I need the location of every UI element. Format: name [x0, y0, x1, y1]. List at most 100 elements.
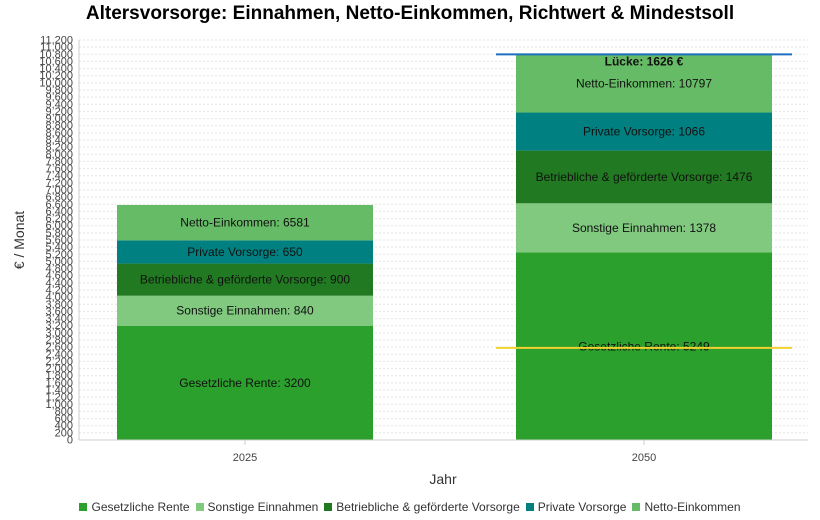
y-tick-label: 10,200	[39, 70, 73, 82]
y-tick-label: 2,400	[45, 349, 73, 361]
y-tick-label: 200	[55, 427, 73, 439]
legend: Gesetzliche Rente Sonstige Einnahmen Betri…	[0, 500, 820, 514]
y-tick-label: 3,200	[45, 320, 73, 332]
x-tick-label: 2025	[233, 452, 257, 464]
bar-segments	[117, 54, 772, 440]
segment-label: Private Vorsorge: 650	[187, 245, 303, 259]
legend-item: Private Vorsorge	[525, 500, 627, 514]
y-tick-label: 9,400	[45, 99, 73, 111]
y-tick-label: 8,600	[45, 127, 73, 139]
y-tick-label: 3,600	[45, 306, 73, 318]
y-tick-label: 1,200	[45, 392, 73, 404]
y-tick-label: 10,000	[39, 77, 73, 89]
y-tick-labels: 02004006008001,0001,2001,4001,6001,8002,…	[39, 35, 73, 447]
segment-label: Netto-Einkommen: 6581	[180, 216, 310, 230]
y-tick-label: 7,400	[45, 170, 73, 182]
bar-segment	[117, 263, 373, 296]
y-tick-label: 7,000	[45, 185, 73, 197]
y-tick-label: 5,000	[45, 256, 73, 268]
legend-label: Private Vorsorge	[537, 500, 627, 514]
segment-label: Private Vorsorge: 1066	[583, 125, 705, 139]
y-tick-label: 7,800	[45, 156, 73, 168]
y-tick-label: 8,000	[45, 149, 73, 161]
y-tick-label: 10,600	[39, 56, 73, 68]
stacked-bar-chart: Gesetzliche Rente: 3200 Sonstige Einnahme…	[11, 35, 808, 487]
bar-segment	[516, 252, 772, 440]
y-tick-label: 4,400	[45, 277, 73, 289]
segment-labels: Gesetzliche Rente: 3200 Sonstige Einnahme…	[140, 54, 753, 389]
y-tick-label: 600	[55, 413, 73, 425]
y-tick-label: 5,200	[45, 249, 73, 261]
x-tick-label: 2050	[632, 452, 656, 464]
y-tick-label: 3,000	[45, 327, 73, 339]
legend-item: Gesetzliche Rente	[79, 500, 190, 514]
legend-swatch	[525, 503, 534, 511]
y-tick-label: 3,400	[45, 313, 73, 325]
y-tick-label: 1,000	[45, 399, 73, 411]
y-tick-label: 8,400	[45, 135, 73, 147]
y-tick-label: 1,600	[45, 377, 73, 389]
gap-annotation: Lücke: 1626 €	[605, 54, 684, 68]
y-tick-label: 2,600	[45, 342, 73, 354]
y-tick-label: 8,800	[45, 120, 73, 132]
y-tick-label: 10,800	[39, 49, 73, 61]
y-tick-label: 4,600	[45, 270, 73, 282]
y-tick-label: 3,800	[45, 299, 73, 311]
y-tick-label: 6,000	[45, 220, 73, 232]
y-tick-label: 5,800	[45, 227, 73, 239]
y-tick-label: 9,000	[45, 113, 73, 125]
bar-segment	[117, 204, 373, 241]
segment-label: Sonstige Einnahmen: 840	[176, 304, 314, 318]
segment-label: Gesetzliche Rente: 5249	[578, 339, 710, 353]
y-tick-label: 9,800	[45, 85, 73, 97]
y-tick-label: 6,600	[45, 199, 73, 211]
y-tick-label: 2,800	[45, 335, 73, 347]
legend-label: Gesetzliche Rente	[91, 500, 190, 514]
y-tick-label: 6,800	[45, 192, 73, 204]
legend-swatch	[632, 503, 641, 511]
bar-segment	[516, 54, 772, 113]
bar-segment	[516, 150, 772, 204]
y-tick-label: 4,200	[45, 285, 73, 297]
y-tick-label: 4,000	[45, 292, 73, 304]
legend-item: Betriebliche & geförderte Vorsorge	[324, 500, 520, 514]
x-axis-label: Jahr	[429, 471, 457, 487]
legend-swatch	[79, 503, 88, 511]
reference-lines	[496, 53, 792, 349]
legend-swatch	[324, 503, 333, 511]
y-tick-label: 9,600	[45, 92, 73, 104]
segment-label: Betriebliche & geförderte Vorsorge: 1476	[536, 170, 753, 184]
y-tick-label: 2,000	[45, 363, 73, 375]
legend-swatch	[195, 503, 204, 511]
bar-segment	[516, 112, 772, 151]
bar-segment	[117, 240, 373, 264]
y-tick-label: 5,600	[45, 235, 73, 247]
y-tick-label: 6,200	[45, 213, 73, 225]
segment-label: Betriebliche & geförderte Vorsorge: 900	[140, 273, 350, 287]
y-tick-label: 11,200	[40, 35, 73, 47]
y-tick-label: 9,200	[45, 106, 73, 118]
legend-label: Betriebliche & geförderte Vorsorge	[336, 500, 520, 514]
x-tick-labels: 2025 2050	[233, 440, 656, 464]
y-tick-label: 2,200	[45, 356, 73, 368]
axes	[78, 40, 808, 441]
segment-label: Netto-Einkommen: 10797	[576, 76, 712, 90]
y-tick-label: 10,400	[39, 63, 73, 75]
y-tick-label: 7,600	[45, 163, 73, 175]
y-tick-label: 8,200	[45, 142, 73, 154]
y-tick-label: 11,000	[40, 42, 73, 54]
y-tick-label: 400	[55, 420, 73, 432]
legend-item: Netto-Einkommen	[632, 500, 741, 514]
legend-item: Sonstige Einnahmen	[195, 500, 318, 514]
y-tick-label: 1,400	[45, 385, 73, 397]
bar-segment	[117, 295, 373, 326]
chart-title: Altersvorsorge: Einnahmen, Netto-Einkomm…	[85, 3, 735, 24]
y-tick-label: 0	[67, 435, 73, 447]
legend-label: Netto-Einkommen	[644, 500, 741, 514]
y-tick-label: 1,800	[45, 370, 73, 382]
bar-segment	[516, 203, 772, 253]
y-tick-label: 5,400	[45, 242, 73, 254]
segment-label: Sonstige Einnahmen: 1378	[572, 221, 716, 235]
y-tick-label: 6,400	[45, 206, 73, 218]
segment-label: Gesetzliche Rente: 3200	[179, 376, 311, 390]
